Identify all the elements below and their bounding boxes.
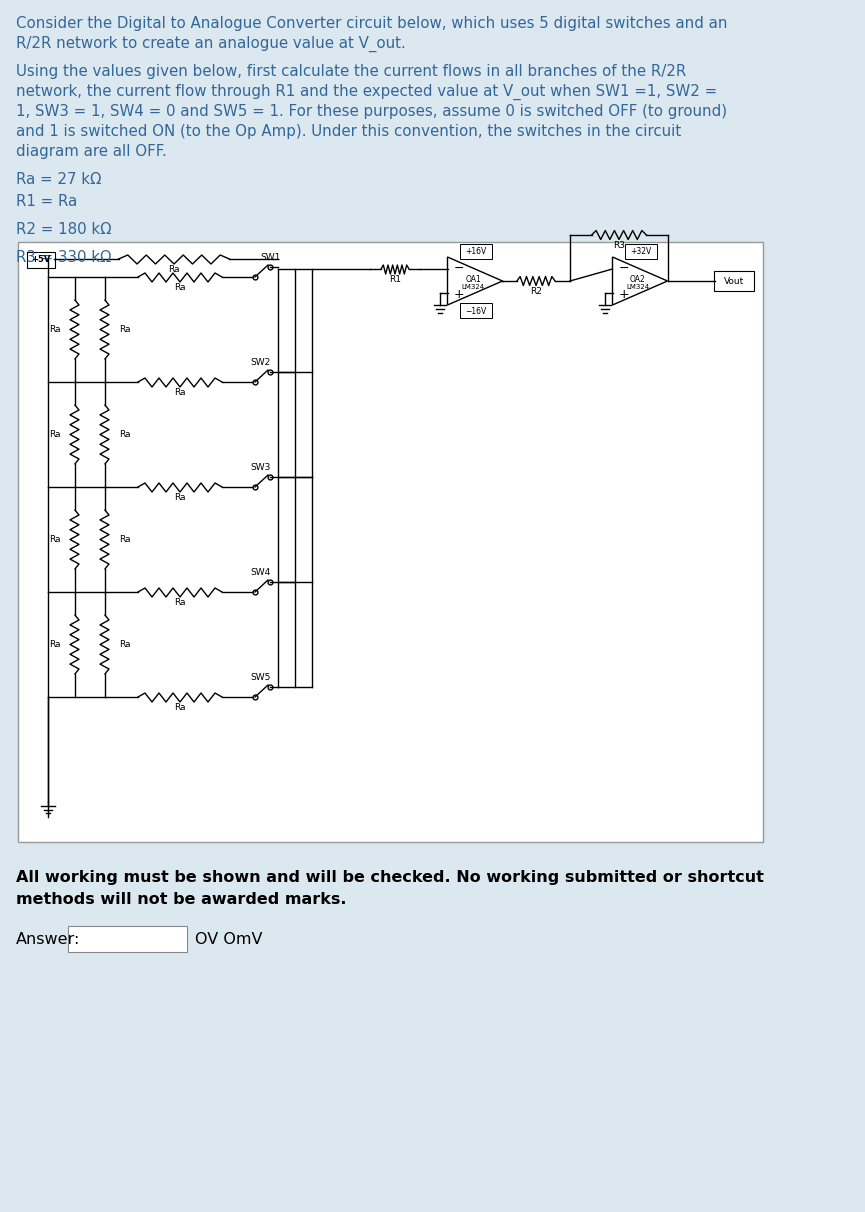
Text: LM324: LM324 [461,284,484,290]
FancyBboxPatch shape [68,926,187,951]
Text: −: − [618,262,629,274]
FancyBboxPatch shape [625,244,657,259]
Text: Ra: Ra [174,388,186,398]
Text: −: − [453,262,464,274]
Text: +32V: +32V [631,247,651,257]
Text: SW2: SW2 [250,358,270,367]
Text: Ra: Ra [49,640,61,648]
Text: Ra: Ra [169,265,180,274]
Text: R/2R network to create an analogue value at V_out.: R/2R network to create an analogue value… [16,36,406,52]
Text: Ra: Ra [174,282,186,292]
Text: OA2: OA2 [630,274,646,284]
Text: Ra: Ra [119,534,131,544]
Text: Consider the Digital to Analogue Converter circuit below, which uses 5 digital s: Consider the Digital to Analogue Convert… [16,16,727,32]
Text: R2 = 180 kΩ: R2 = 180 kΩ [16,222,112,238]
Text: Ra: Ra [49,325,61,335]
Text: R2: R2 [530,287,542,296]
Text: R1: R1 [389,275,401,284]
Text: SW3: SW3 [250,463,271,471]
Text: Ra = 27 kΩ: Ra = 27 kΩ [16,172,101,187]
Text: SW4: SW4 [250,568,270,577]
Text: Ra: Ra [49,430,61,439]
Text: Ra: Ra [174,598,186,607]
Text: Ra: Ra [49,534,61,544]
Text: Ra: Ra [174,493,186,502]
Text: +5V: +5V [31,255,51,263]
Text: Using the values given below, first calculate the current flows in all branches : Using the values given below, first calc… [16,64,686,79]
Text: R3 = 330 kΩ: R3 = 330 kΩ [16,250,112,265]
Text: LM324: LM324 [626,284,650,290]
Text: R1 = Ra: R1 = Ra [16,194,77,208]
Text: OV OmV: OV OmV [195,932,262,947]
Text: R3: R3 [613,241,625,250]
Text: Ra: Ra [174,703,186,711]
Text: and 1 is switched ON (to the Op Amp). Under this convention, the switches in the: and 1 is switched ON (to the Op Amp). Un… [16,124,682,139]
Text: Answer:: Answer: [16,932,80,947]
Text: +16V: +16V [465,247,487,257]
Text: SW1: SW1 [260,253,280,262]
Text: Ra: Ra [119,430,131,439]
Text: SW5: SW5 [250,673,271,682]
Text: All working must be shown and will be checked. No working submitted or shortcut: All working must be shown and will be ch… [16,870,764,885]
FancyBboxPatch shape [18,242,763,842]
Text: diagram are all OFF.: diagram are all OFF. [16,144,167,159]
Text: −16V: −16V [465,307,487,315]
Text: +: + [618,287,629,301]
Text: OA1: OA1 [465,274,481,284]
Text: Ra: Ra [119,640,131,648]
Text: network, the current flow through R1 and the expected value at V_out when SW1 =1: network, the current flow through R1 and… [16,84,717,101]
Text: Vout: Vout [724,276,744,286]
FancyBboxPatch shape [460,303,492,318]
FancyBboxPatch shape [27,252,55,268]
Text: 1, SW3 = 1, SW4 = 0 and SW5 = 1. For these purposes, assume 0 is switched OFF (t: 1, SW3 = 1, SW4 = 0 and SW5 = 1. For the… [16,104,727,119]
Text: Ra: Ra [119,325,131,335]
FancyBboxPatch shape [460,244,492,259]
Text: +: + [453,287,465,301]
FancyBboxPatch shape [714,271,754,291]
Text: methods will not be awarded marks.: methods will not be awarded marks. [16,892,347,907]
